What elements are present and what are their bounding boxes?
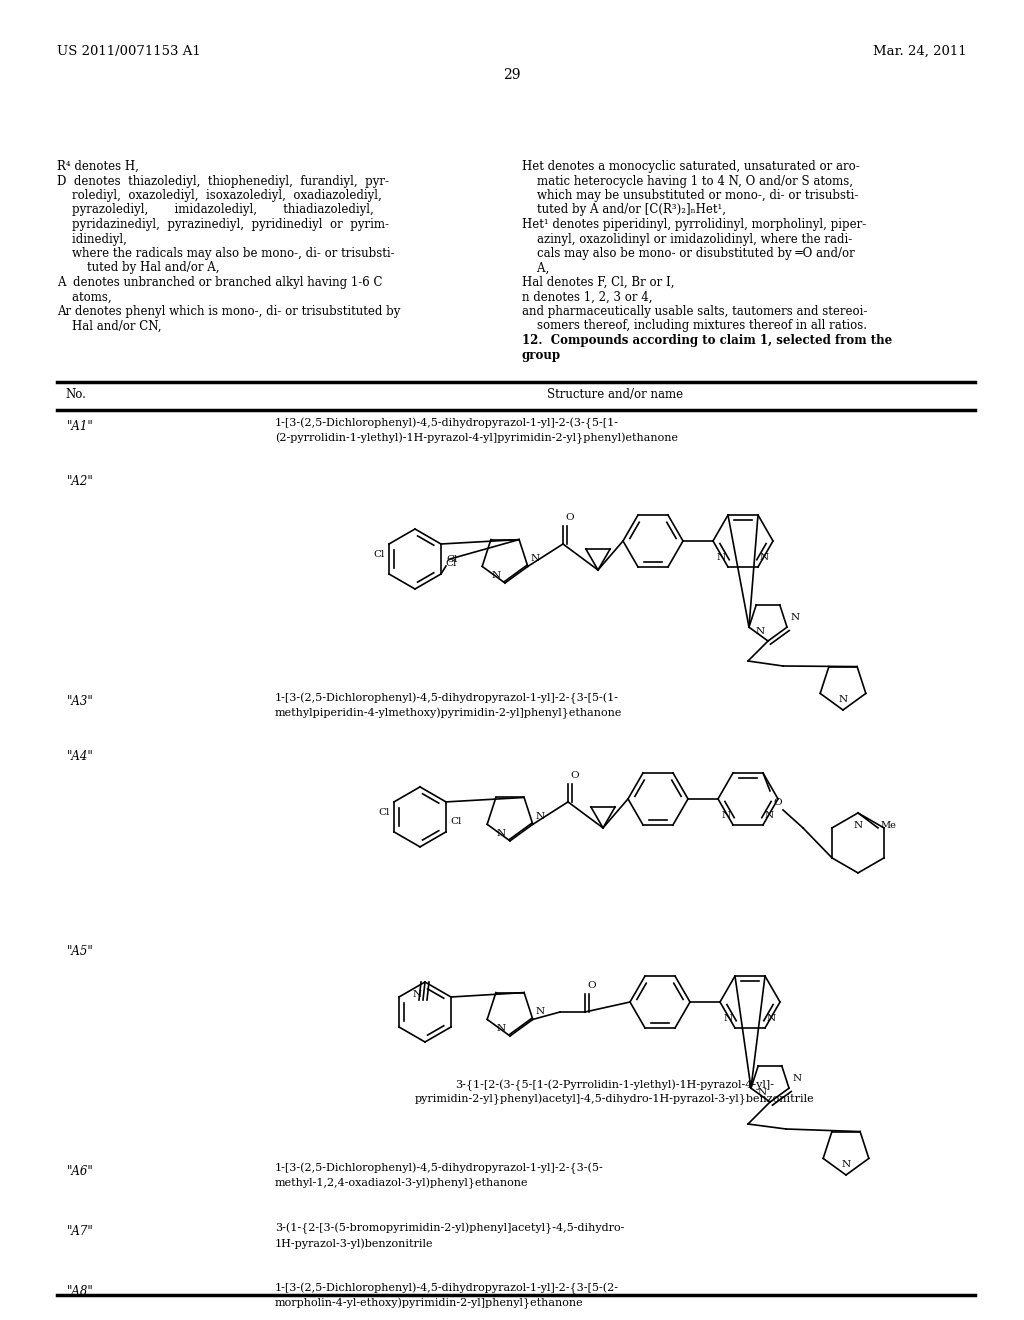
Text: "A2": "A2" bbox=[67, 475, 94, 488]
Text: Het¹ denotes piperidinyl, pyrrolidinyl, morpholinyl, piper-: Het¹ denotes piperidinyl, pyrrolidinyl, … bbox=[522, 218, 866, 231]
Text: "A4": "A4" bbox=[67, 750, 94, 763]
Text: tuted by A and/or [C(R³)₂]ₙHet¹,: tuted by A and/or [C(R³)₂]ₙHet¹, bbox=[522, 203, 726, 216]
Text: which may be unsubstituted or mono-, di- or trisubsti-: which may be unsubstituted or mono-, di-… bbox=[522, 189, 858, 202]
Text: 3-(1-{2-[3-(5-bromopyrimidin-2-yl)phenyl]acetyl}-4,5-dihydro-: 3-(1-{2-[3-(5-bromopyrimidin-2-yl)phenyl… bbox=[275, 1224, 625, 1234]
Text: where the radicals may also be mono-, di- or trisubsti-: where the radicals may also be mono-, di… bbox=[57, 247, 394, 260]
Text: N: N bbox=[842, 1160, 851, 1170]
Text: N: N bbox=[536, 1007, 545, 1016]
Text: N: N bbox=[758, 1088, 767, 1097]
Text: N: N bbox=[413, 990, 422, 999]
Text: N: N bbox=[497, 1024, 506, 1034]
Text: n denotes 1, 2, 3 or 4,: n denotes 1, 2, 3 or 4, bbox=[522, 290, 652, 304]
Text: tuted by Hal and/or A,: tuted by Hal and/or A, bbox=[57, 261, 219, 275]
Text: Hal and/or CN,: Hal and/or CN, bbox=[57, 319, 162, 333]
Text: 12.  Compounds according to claim 1, selected from the: 12. Compounds according to claim 1, sele… bbox=[522, 334, 892, 347]
Text: Cl: Cl bbox=[445, 558, 457, 568]
Text: Het denotes a monocyclic saturated, unsaturated or aro-: Het denotes a monocyclic saturated, unsa… bbox=[522, 160, 860, 173]
Text: Hal denotes F, Cl, Br or I,: Hal denotes F, Cl, Br or I, bbox=[522, 276, 675, 289]
Text: N: N bbox=[717, 553, 726, 562]
Text: (2-pyrrolidin-1-ylethyl)-1H-pyrazol-4-yl]pyrimidin-2-yl}phenyl)ethanone: (2-pyrrolidin-1-ylethyl)-1H-pyrazol-4-yl… bbox=[275, 433, 678, 445]
Text: pyrimidin-2-yl}phenyl)acetyl]-4,5-dihydro-1H-pyrazol-3-yl}benzonitrile: pyrimidin-2-yl}phenyl)acetyl]-4,5-dihydr… bbox=[415, 1094, 815, 1105]
Text: 1-[3-(2,5-Dichlorophenyl)-4,5-dihydropyrazol-1-yl]-2-{3-(5-: 1-[3-(2,5-Dichlorophenyl)-4,5-dihydropyr… bbox=[275, 1163, 604, 1175]
Text: A  denotes unbranched or branched alkyl having 1-6 C: A denotes unbranched or branched alkyl h… bbox=[57, 276, 383, 289]
Text: N: N bbox=[492, 572, 501, 579]
Text: "A1": "A1" bbox=[67, 420, 94, 433]
Text: R⁴ denotes H,: R⁴ denotes H, bbox=[57, 160, 139, 173]
Text: 1-[3-(2,5-Dichlorophenyl)-4,5-dihydropyrazol-1-yl]-2-{3-[5-(1-: 1-[3-(2,5-Dichlorophenyl)-4,5-dihydropyr… bbox=[275, 693, 618, 705]
Text: somers thereof, including mixtures thereof in all ratios.: somers thereof, including mixtures there… bbox=[522, 319, 867, 333]
Text: O: O bbox=[587, 981, 596, 990]
Text: Structure and/or name: Structure and/or name bbox=[547, 388, 683, 401]
Text: matic heterocycle having 1 to 4 N, O and/or S atoms,: matic heterocycle having 1 to 4 N, O and… bbox=[522, 174, 853, 187]
Text: US 2011/0071153 A1: US 2011/0071153 A1 bbox=[57, 45, 201, 58]
Text: idinediyl,: idinediyl, bbox=[57, 232, 127, 246]
Text: D  denotes  thiazolediyl,  thiophenediyl,  furandiyl,  pyr-: D denotes thiazolediyl, thiophenediyl, f… bbox=[57, 174, 389, 187]
Text: N: N bbox=[791, 614, 799, 622]
Text: N: N bbox=[497, 829, 506, 838]
Text: 1H-pyrazol-3-yl)benzonitrile: 1H-pyrazol-3-yl)benzonitrile bbox=[275, 1238, 433, 1249]
Text: No.: No. bbox=[65, 388, 86, 401]
Text: N: N bbox=[760, 553, 769, 562]
Text: atoms,: atoms, bbox=[57, 290, 112, 304]
Text: cals may also be mono- or disubstituted by ═O and/or: cals may also be mono- or disubstituted … bbox=[522, 247, 855, 260]
Text: Cl: Cl bbox=[374, 550, 385, 558]
Text: N: N bbox=[853, 821, 862, 830]
Text: "A7": "A7" bbox=[67, 1225, 94, 1238]
Text: Cl: Cl bbox=[446, 554, 458, 564]
Text: 29: 29 bbox=[503, 69, 521, 82]
Text: and pharmaceutically usable salts, tautomers and stereoi-: and pharmaceutically usable salts, tauto… bbox=[522, 305, 867, 318]
Text: N: N bbox=[530, 554, 540, 564]
Text: pyridazinediyl,  pyrazinediyl,  pyridinediyl  or  pyrim-: pyridazinediyl, pyrazinediyl, pyridinedi… bbox=[57, 218, 389, 231]
Text: methylpiperidin-4-ylmethoxy)pyrimidin-2-yl]phenyl}ethanone: methylpiperidin-4-ylmethoxy)pyrimidin-2-… bbox=[275, 708, 623, 719]
Text: A,: A, bbox=[522, 261, 549, 275]
Text: N: N bbox=[722, 810, 731, 820]
Text: N: N bbox=[756, 627, 765, 636]
Text: N: N bbox=[724, 1014, 733, 1023]
Text: 1-[3-(2,5-Dichlorophenyl)-4,5-dihydropyrazol-1-yl]-2-{3-[5-(2-: 1-[3-(2,5-Dichlorophenyl)-4,5-dihydropyr… bbox=[275, 1283, 618, 1295]
Text: N: N bbox=[536, 812, 545, 821]
Text: 1-[3-(2,5-Dichlorophenyl)-4,5-dihydropyrazol-1-yl]-2-(3-{5-[1-: 1-[3-(2,5-Dichlorophenyl)-4,5-dihydropyr… bbox=[275, 418, 618, 429]
Text: N: N bbox=[765, 810, 774, 820]
Text: N: N bbox=[839, 696, 848, 704]
Text: "A8": "A8" bbox=[67, 1284, 94, 1298]
Text: azinyl, oxazolidinyl or imidazolidinyl, where the radi-: azinyl, oxazolidinyl or imidazolidinyl, … bbox=[522, 232, 852, 246]
Text: "A6": "A6" bbox=[67, 1166, 94, 1177]
Text: Mar. 24, 2011: Mar. 24, 2011 bbox=[873, 45, 967, 58]
Text: group: group bbox=[522, 348, 561, 362]
Text: morpholin-4-yl-ethoxy)pyrimidin-2-yl]phenyl}ethanone: morpholin-4-yl-ethoxy)pyrimidin-2-yl]phe… bbox=[275, 1298, 584, 1309]
Text: rolediyl,  oxazolediyl,  isoxazolediyl,  oxadiazolediyl,: rolediyl, oxazolediyl, isoxazolediyl, ox… bbox=[57, 189, 382, 202]
Text: 3-{1-[2-(3-{5-[1-(2-Pyrrolidin-1-ylethyl)-1H-pyrazol-4-yl]-: 3-{1-[2-(3-{5-[1-(2-Pyrrolidin-1-ylethyl… bbox=[456, 1080, 774, 1092]
Text: O: O bbox=[570, 771, 579, 780]
Text: Ar denotes phenyl which is mono-, di- or trisubstituted by: Ar denotes phenyl which is mono-, di- or… bbox=[57, 305, 400, 318]
Text: pyrazolediyl,       imidazolediyl,       thiadiazolediyl,: pyrazolediyl, imidazolediyl, thiadiazole… bbox=[57, 203, 374, 216]
Text: "A3": "A3" bbox=[67, 696, 94, 708]
Text: O: O bbox=[565, 513, 573, 521]
Text: N: N bbox=[767, 1014, 776, 1023]
Text: O: O bbox=[774, 799, 782, 808]
Text: Cl: Cl bbox=[450, 817, 462, 826]
Text: N: N bbox=[792, 1074, 801, 1084]
Text: methyl-1,2,4-oxadiazol-3-yl)phenyl}ethanone: methyl-1,2,4-oxadiazol-3-yl)phenyl}ethan… bbox=[275, 1177, 528, 1189]
Text: "A5": "A5" bbox=[67, 945, 94, 958]
Text: Me: Me bbox=[880, 821, 896, 830]
Text: Cl: Cl bbox=[379, 808, 390, 817]
